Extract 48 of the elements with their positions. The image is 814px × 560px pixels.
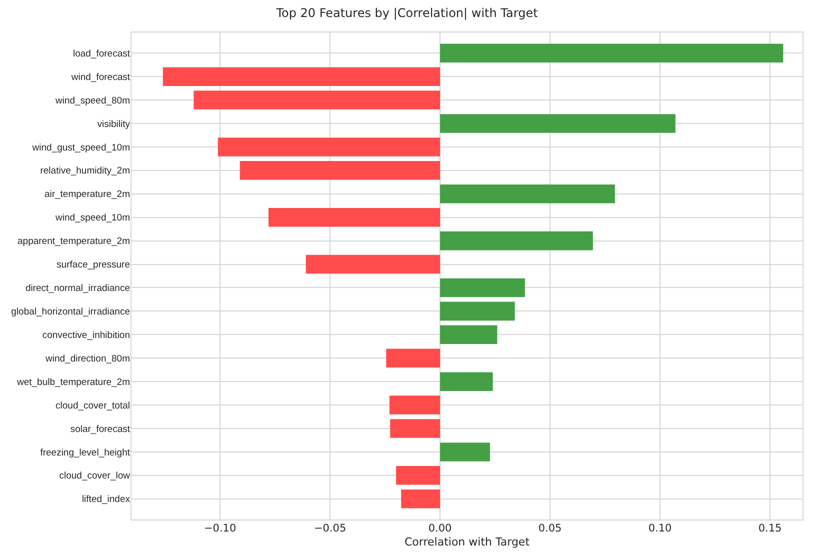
bar — [440, 302, 515, 321]
y-tick-label: wind_gust_speed_10m — [31, 142, 130, 154]
bar — [440, 231, 593, 250]
bar — [440, 278, 525, 298]
y-tick-label: convective_inhibition — [42, 330, 130, 341]
bar — [218, 138, 440, 156]
y-tick-label: direct_normal_irradiance — [25, 283, 130, 294]
x-axis-title: Correlation with Target — [404, 536, 530, 549]
y-tick-label: wet_bulb_temperature_2m — [16, 376, 130, 388]
chart-title: Top 20 Features by |Correlation| with Target — [275, 6, 538, 20]
bar — [440, 442, 490, 462]
bar — [268, 208, 440, 227]
bar — [440, 184, 615, 204]
x-tick-label: 0.10 — [648, 522, 672, 534]
x-tick-label: 0.05 — [538, 522, 562, 534]
y-tick-label: wind_direction_80m — [44, 353, 130, 364]
bar — [396, 466, 440, 485]
bar — [390, 419, 440, 438]
y-tick-label: relative_humidity_2m — [40, 166, 130, 177]
y-tick-label: wind_forecast — [70, 72, 130, 83]
bar — [440, 325, 498, 344]
bar — [440, 114, 676, 133]
bar — [194, 90, 440, 110]
y-tick-label: global_horizontal_irradiance — [11, 306, 130, 318]
y-tick-label: load_forecast — [72, 48, 130, 60]
bar — [162, 67, 440, 86]
x-tick-label: 0.00 — [428, 522, 452, 534]
y-tick-label: visibility — [97, 118, 130, 130]
y-tick-label: apparent_temperature_2m — [18, 236, 130, 248]
y-tick-label: freezing_level_height — [40, 447, 130, 458]
x-tick-label: 0.15 — [758, 522, 782, 534]
bar — [401, 490, 440, 508]
x-tick-label: −0.05 — [314, 522, 346, 534]
y-tick-label: lifted_index — [82, 494, 130, 506]
y-tick-label: surface_pressure — [56, 260, 130, 271]
y-tick-label: wind_speed_10m — [54, 212, 130, 224]
y-tick-label: solar_forecast — [70, 424, 130, 435]
y-tick-label: wind_speed_80m — [54, 95, 130, 106]
bar — [386, 348, 440, 368]
bar — [440, 44, 784, 62]
bar — [389, 396, 440, 414]
bar — [240, 161, 440, 180]
y-tick-label: cloud_cover_low — [59, 470, 130, 482]
bar — [440, 372, 493, 391]
bar — [306, 254, 440, 274]
y-tick-label: cloud_cover_total — [56, 400, 130, 412]
x-tick-label: −0.10 — [204, 522, 236, 534]
y-tick-label: air_temperature_2m — [44, 189, 130, 200]
